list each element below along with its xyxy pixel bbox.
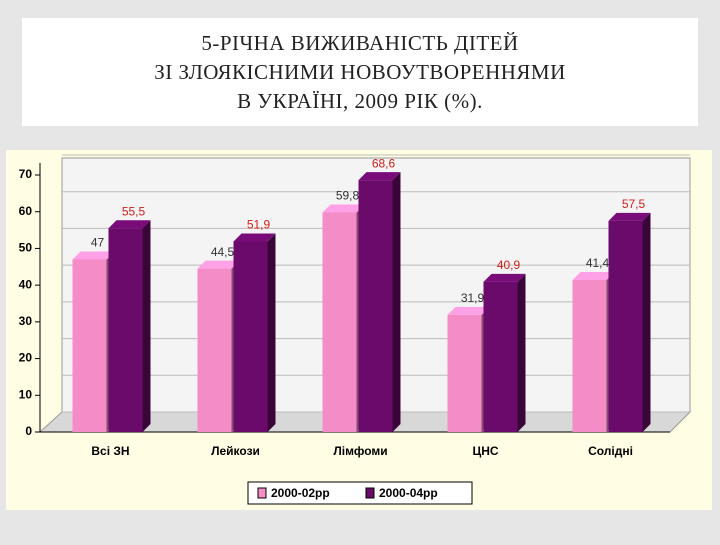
bar-top — [358, 172, 401, 181]
bar-top — [447, 306, 490, 315]
x-tick-label: Лейкози — [211, 444, 260, 458]
value-label: 31,9 — [461, 291, 485, 305]
bar-side — [392, 172, 401, 432]
bar-top — [322, 204, 365, 213]
legend-box — [247, 481, 473, 505]
y-tick-label: 70 — [19, 167, 33, 181]
value-label: 57,5 — [622, 197, 646, 211]
bar-top — [197, 260, 240, 269]
value-label: 44,5 — [211, 245, 235, 259]
bar-side — [142, 220, 151, 432]
bar — [72, 259, 107, 432]
bar — [608, 220, 643, 432]
y-tick-label: 20 — [19, 351, 33, 365]
y-tick-label: 10 — [19, 387, 33, 401]
bar — [233, 241, 268, 432]
y-tick-label: 50 — [19, 241, 33, 255]
bar — [358, 180, 393, 432]
chart-title: ЗІ ЗЛОЯКІСНИМИ НОВОУТВОРЕННЯМИ — [154, 60, 566, 84]
bar — [322, 212, 357, 432]
bar-side — [267, 233, 276, 432]
value-label: 40,9 — [497, 258, 521, 272]
x-tick-label: Всі ЗН — [91, 444, 129, 458]
value-label: 55,5 — [122, 204, 146, 218]
bar-top — [483, 273, 526, 282]
bar-top — [572, 272, 615, 281]
bar-top — [72, 251, 115, 260]
y-tick-label: 40 — [19, 277, 33, 291]
legend-label: 2000-04рр — [379, 486, 438, 500]
bar-side — [517, 273, 526, 432]
chart-title: 5-РІЧНА ВИЖИВАНІСТЬ ДІТЕЙ — [201, 31, 518, 55]
chart-title: В УКРАЇНІ, 2009 РІК (%). — [237, 89, 483, 113]
x-tick-label: Лімфоми — [333, 444, 387, 458]
legend-swatch — [257, 487, 267, 499]
title-box — [22, 18, 698, 126]
y-tick-label: 60 — [19, 204, 33, 218]
bar-top — [108, 220, 151, 229]
value-label: 41,4 — [586, 256, 610, 270]
bar — [447, 314, 482, 432]
value-label: 59,8 — [336, 189, 360, 203]
x-tick-label: Солідні — [588, 444, 633, 458]
bar — [483, 281, 518, 432]
value-label: 51,9 — [247, 218, 271, 232]
legend-label: 2000-02рр — [271, 486, 330, 500]
value-label: 47 — [91, 236, 105, 250]
bar — [572, 280, 607, 432]
bar — [197, 268, 232, 432]
bar-top — [608, 212, 651, 221]
legend-swatch — [365, 487, 375, 499]
x-tick-label: ЦНС — [472, 444, 498, 458]
bar-side — [642, 212, 651, 432]
value-label: 68,6 — [372, 156, 396, 170]
bar — [108, 228, 143, 432]
bar-top — [233, 233, 276, 242]
y-tick-label: 0 — [25, 424, 32, 438]
y-tick-label: 30 — [19, 314, 33, 328]
